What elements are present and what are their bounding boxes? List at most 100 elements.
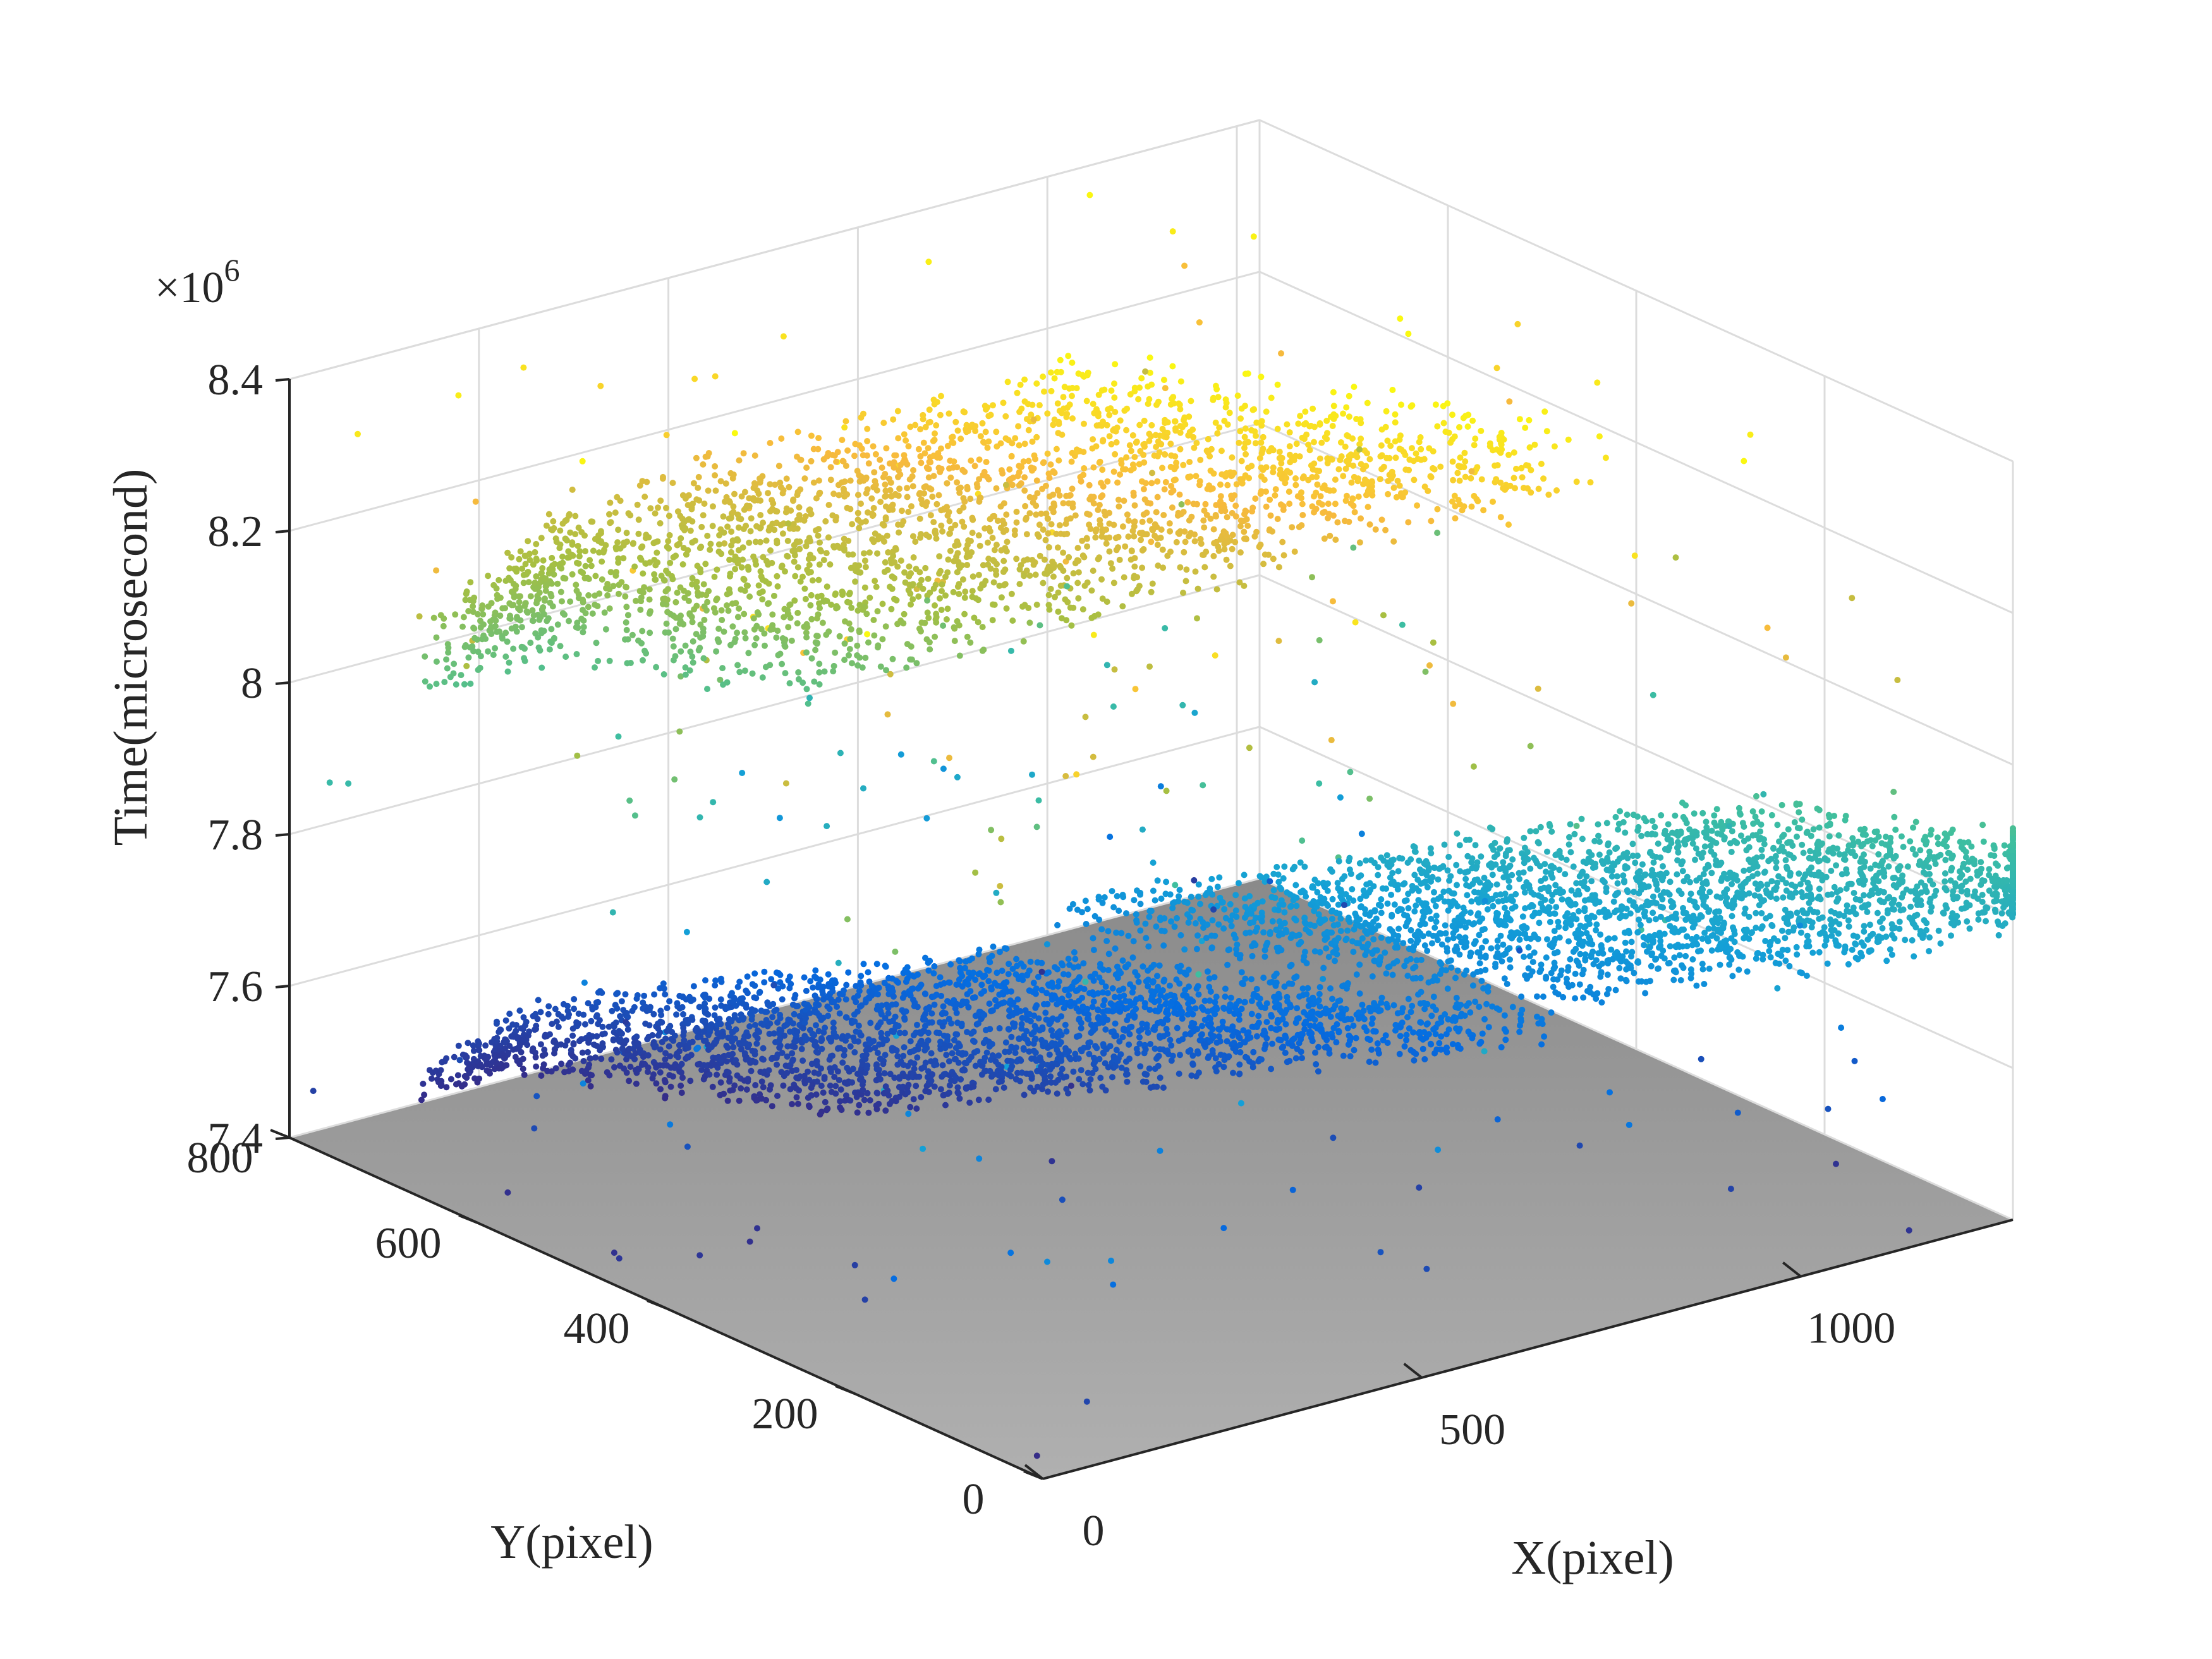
data-point [1096, 502, 1103, 508]
data-point [548, 1068, 555, 1075]
data-point [781, 614, 787, 621]
data-point [1130, 984, 1136, 991]
data-point [1162, 478, 1169, 485]
data-point [633, 1033, 640, 1040]
data-point [954, 1031, 961, 1038]
data-point [1189, 426, 1196, 433]
data-point [516, 607, 523, 614]
data-point [585, 592, 592, 599]
data-point [582, 548, 588, 555]
data-point [752, 1082, 759, 1088]
data-point [1204, 968, 1211, 975]
data-point [988, 827, 995, 834]
data-point [884, 566, 891, 573]
data-point [1095, 556, 1102, 562]
data-point [680, 1011, 686, 1018]
data-point [1134, 973, 1141, 979]
data-point [1167, 528, 1174, 535]
data-point [915, 446, 922, 453]
data-point [939, 588, 945, 595]
data-point [907, 1103, 914, 1110]
data-point [1276, 448, 1283, 455]
data-point [1174, 915, 1180, 921]
data-point [842, 463, 849, 470]
data-point [794, 1028, 801, 1035]
data-point [1140, 486, 1147, 492]
data-point [806, 535, 813, 542]
data-point [682, 671, 689, 678]
data-point [784, 1069, 791, 1076]
data-point [754, 1035, 761, 1042]
data-point [543, 522, 550, 529]
data-point [635, 1040, 641, 1047]
data-point [1045, 969, 1052, 976]
data-point [1195, 1069, 1202, 1076]
data-point [754, 1225, 760, 1232]
data-point [1130, 492, 1137, 499]
data-point [1035, 1015, 1042, 1022]
data-point [1227, 994, 1234, 1001]
data-point [1143, 531, 1150, 538]
data-point [1023, 514, 1030, 521]
data-point [1263, 1000, 1270, 1007]
data-point [620, 555, 627, 562]
data-point [609, 1007, 616, 1014]
data-point [662, 1035, 669, 1042]
data-point [841, 1052, 848, 1059]
data-point [1069, 392, 1075, 399]
data-point [892, 1013, 899, 1020]
data-point [751, 982, 758, 989]
data-point [785, 520, 792, 527]
data-point [1149, 580, 1156, 587]
data-point [1060, 549, 1067, 556]
data-point [492, 623, 499, 629]
data-point [741, 667, 748, 674]
data-point [992, 997, 999, 1004]
data-point [730, 503, 737, 510]
data-point [497, 594, 504, 601]
data-point [714, 566, 720, 573]
data-point [1003, 548, 1010, 555]
data-point [614, 990, 621, 997]
data-point [1010, 999, 1017, 1006]
data-point [950, 439, 957, 446]
data-point [866, 594, 873, 601]
data-point [558, 1060, 565, 1067]
data-point [1026, 1048, 1033, 1055]
data-point [813, 1043, 820, 1050]
data-point [878, 1002, 885, 1009]
data-point [650, 1011, 657, 1018]
data-point [912, 422, 919, 428]
data-point [555, 1023, 562, 1030]
data-point [808, 569, 814, 576]
data-point [908, 656, 915, 663]
data-point [917, 426, 924, 433]
data-point [1181, 528, 1188, 535]
data-point [717, 478, 724, 485]
data-point [1222, 507, 1229, 514]
data-point [1148, 908, 1155, 915]
data-point [734, 1061, 741, 1068]
z-gridline-5 [289, 119, 2014, 463]
data-point [1072, 512, 1079, 519]
data-point [825, 1012, 832, 1019]
data-point [817, 489, 823, 496]
data-point [918, 628, 924, 635]
data-point [847, 636, 854, 643]
data-point [1270, 556, 1277, 562]
data-point [918, 459, 925, 466]
data-point [910, 554, 917, 561]
data-point [1130, 938, 1137, 945]
data-point [1146, 369, 1153, 376]
data-point [858, 982, 865, 989]
data-point [535, 634, 542, 641]
data-point [1135, 396, 1142, 403]
data-point [815, 984, 822, 991]
data-point [997, 883, 1004, 889]
data-point [933, 611, 940, 617]
data-point [1109, 1074, 1115, 1081]
data-point [1191, 709, 1198, 716]
data-point [925, 614, 932, 621]
data-point [1146, 1006, 1153, 1013]
data-point [1167, 441, 1174, 447]
